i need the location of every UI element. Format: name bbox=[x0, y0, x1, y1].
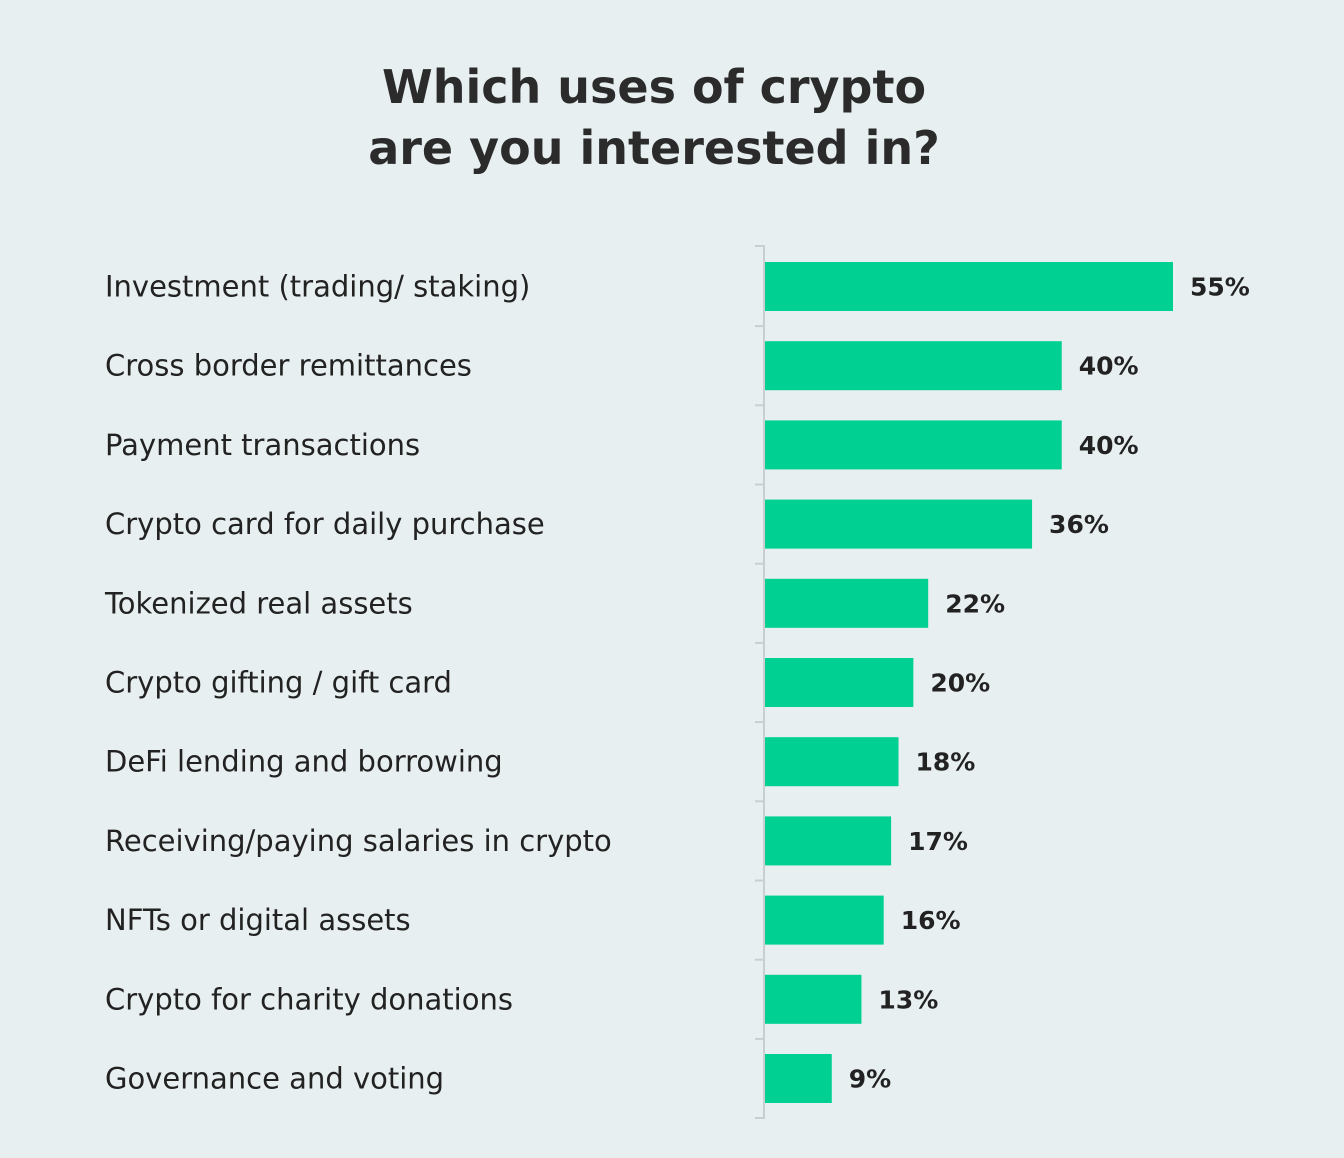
category-label: Crypto for charity donations bbox=[105, 982, 513, 1016]
category-label: Cross border remittances bbox=[105, 349, 472, 383]
category-label: Crypto card for daily purchase bbox=[105, 507, 545, 541]
category-label: Governance and voting bbox=[105, 1062, 444, 1096]
category-label: DeFi lending and borrowing bbox=[105, 745, 503, 779]
bar bbox=[765, 420, 1062, 470]
value-label: 9% bbox=[849, 1065, 891, 1094]
value-label: 18% bbox=[916, 748, 976, 777]
bar bbox=[765, 737, 899, 787]
value-label: 36% bbox=[1049, 510, 1109, 539]
bar bbox=[765, 658, 914, 707]
category-label: Receiving/paying salaries in crypto bbox=[105, 824, 612, 858]
value-label: 20% bbox=[930, 669, 990, 698]
chart-title-line-2: are you interested in? bbox=[368, 121, 940, 175]
category-labels: Investment (trading/ staking) Cross borde… bbox=[104, 270, 612, 1096]
bar bbox=[765, 1054, 832, 1103]
bar bbox=[765, 341, 1062, 391]
category-label: NFTs or digital assets bbox=[105, 903, 411, 937]
bar bbox=[765, 974, 862, 1024]
category-label: Investment (trading/ staking) bbox=[105, 270, 530, 304]
bar bbox=[765, 816, 892, 866]
category-label: Crypto gifting / gift card bbox=[105, 666, 452, 700]
value-labels: 55% 40% 40% 36% 22% 20% 18% 17% 16% 13% 9% bbox=[849, 273, 1250, 1094]
bar bbox=[765, 499, 1033, 549]
category-label: Tokenized real assets bbox=[104, 586, 413, 620]
category-label: Payment transactions bbox=[105, 428, 420, 462]
bar bbox=[765, 262, 1173, 311]
y-axis bbox=[755, 245, 765, 1119]
value-label: 40% bbox=[1079, 431, 1139, 460]
bar bbox=[765, 578, 929, 628]
value-label: 55% bbox=[1190, 273, 1250, 302]
bar bbox=[765, 895, 884, 945]
bars bbox=[765, 262, 1173, 1103]
chart-title-line-1: Which uses of crypto bbox=[382, 60, 926, 114]
value-label: 13% bbox=[878, 985, 938, 1014]
value-label: 40% bbox=[1079, 352, 1139, 381]
chart-title: Which uses of crypto are you interested … bbox=[368, 60, 940, 175]
value-label: 22% bbox=[945, 589, 1005, 618]
value-label: 17% bbox=[908, 827, 968, 856]
value-label: 16% bbox=[901, 906, 961, 935]
